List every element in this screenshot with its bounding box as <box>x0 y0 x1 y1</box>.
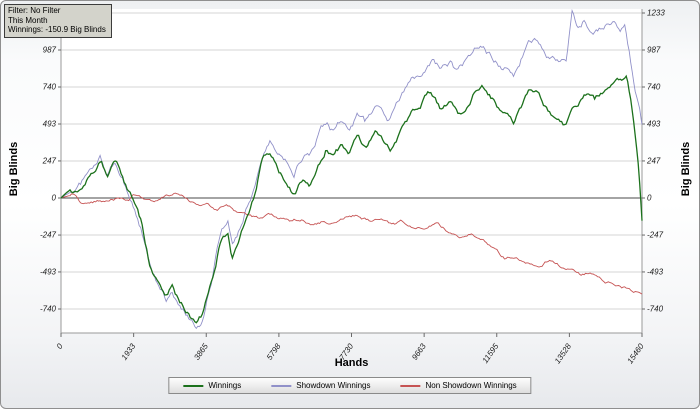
legend-item-showdown-winnings[interactable]: Showdown Winnings <box>271 381 371 390</box>
chart-legend: Winnings Showdown Winnings Non Showdown … <box>168 377 532 394</box>
series-line-showdown-winnings <box>60 8 643 330</box>
y-tick-label-right: 987 <box>647 45 661 54</box>
showdown-winnings-line-swatch <box>271 384 292 387</box>
y-tick-label-left: -493 <box>40 267 57 276</box>
x-axis-label: Hands <box>334 357 369 369</box>
series-line-non-showdown-winnings <box>60 192 643 295</box>
winnings-total-line: Winnings: -150.9 Big Blinds <box>8 25 106 34</box>
y-tick-label-left: 247 <box>42 156 57 165</box>
y-axis-label-left: Big Blinds <box>8 141 20 197</box>
y-tick-label-left: 740 <box>43 83 57 92</box>
winnings-line-swatch <box>183 384 204 387</box>
x-tick-label: 0 <box>55 342 65 351</box>
y-tick-label-left: -247 <box>40 231 57 240</box>
y-tick-label-left: -740 <box>40 305 57 314</box>
series-line-winnings <box>60 74 643 324</box>
legend-item-non-showdown-winnings[interactable]: Non Showdown Winnings <box>400 381 517 390</box>
y-tick-label-right: 1233 <box>647 9 665 18</box>
period-line: This Month <box>8 15 48 25</box>
y-tick-label-left: 493 <box>43 120 57 129</box>
y-tick-label-left: 0 <box>52 194 57 203</box>
legend-label-winnings: Winnings <box>208 381 242 390</box>
plot-background <box>61 9 642 333</box>
y-tick-label-right: 247 <box>646 156 661 165</box>
y-tick-label-right: -247 <box>647 231 664 240</box>
legend-item-winnings[interactable]: Winnings <box>183 381 241 390</box>
y-tick-label-right: 493 <box>647 120 661 129</box>
y-tick-label-right: -493 <box>647 267 664 276</box>
y-axis-label-right: Big Blinds <box>680 141 692 197</box>
legend-label-non-showdown-winnings: Non Showdown Winnings <box>425 381 517 390</box>
y-tick-label-right: -740 <box>647 305 664 314</box>
non-showdown-winnings-line-swatch <box>400 384 421 387</box>
y-tick-label-right: 0 <box>647 194 652 203</box>
filter-line: Filter: No Filter <box>8 6 61 15</box>
legend-label-showdown-winnings: Showdown Winnings <box>296 381 371 390</box>
y-tick-label-left: 987 <box>43 45 57 54</box>
y-tick-label-right: 740 <box>647 83 661 92</box>
filter-info-box: Filter: No Filter This Month Winnings: -… <box>4 4 112 38</box>
